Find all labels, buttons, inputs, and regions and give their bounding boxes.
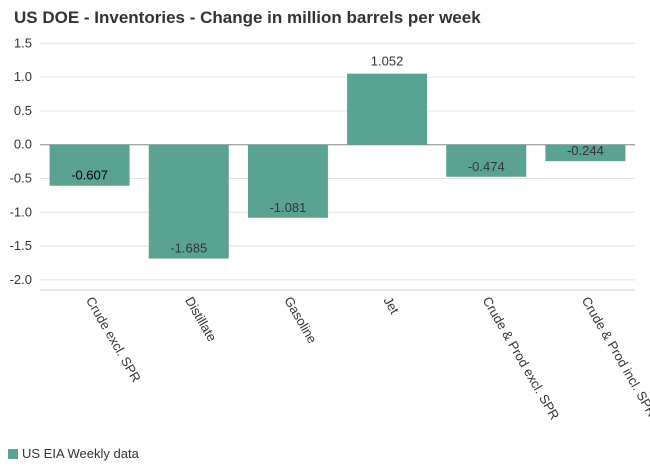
- data-labels: -0.607 -1.685 -1.081 1.052 -0.474 -0.244: [71, 54, 604, 256]
- data-label: -1.081: [269, 200, 306, 215]
- y-axis-ticks: 1.5 1.0 0.5 0.0 -0.5 -1.0 -1.5 -2.0: [10, 35, 32, 286]
- x-category-label: Crude & Prod incl. SPR: [579, 294, 650, 419]
- y-tick-label: -0.5: [10, 171, 32, 186]
- y-tick-label: -1.5: [10, 238, 32, 253]
- x-category-label: Crude & Prod excl. SPR: [480, 294, 563, 422]
- bar-chart: 1.5 1.0 0.5 0.0 -0.5 -1.0 -1.5 -2.0 -0.607 -1.68…: [10, 35, 650, 422]
- bar: [49, 144, 130, 186]
- x-category-label: Crude excl. SPR: [83, 294, 144, 385]
- data-label: -1.685: [170, 241, 207, 256]
- data-label: -0.474: [468, 159, 505, 174]
- data-label: -0.607: [71, 168, 108, 183]
- bar: [347, 73, 428, 145]
- x-axis-labels: Crude excl. SPR Distillate Gasoline Jet Crud…: [83, 294, 650, 422]
- y-tick-label: -1.0: [10, 204, 32, 219]
- legend: US EIA Weekly data: [8, 446, 139, 461]
- chart-title: US DOE - Inventories - Change in million…: [14, 8, 481, 27]
- bar: [545, 144, 626, 162]
- x-category-label: Gasoline: [281, 294, 320, 346]
- bar: [148, 144, 229, 259]
- grid-lines: [40, 42, 635, 291]
- y-tick-label: 1.5: [14, 35, 32, 50]
- legend-swatch: [8, 448, 18, 459]
- legend-label: US EIA Weekly data: [22, 446, 139, 461]
- data-label: 1.052: [371, 54, 404, 69]
- y-tick-label: 1.0: [14, 69, 32, 84]
- x-category-label: Jet: [380, 294, 402, 317]
- bar: [247, 144, 328, 218]
- x-category-label: Distillate: [182, 294, 220, 344]
- y-tick-label: 0.5: [14, 103, 32, 118]
- y-tick-label: -2.0: [10, 272, 32, 287]
- bar: [446, 144, 527, 177]
- data-label: -0.244: [567, 143, 604, 158]
- y-tick-label: 0.0: [14, 137, 32, 152]
- bars: [49, 73, 626, 259]
